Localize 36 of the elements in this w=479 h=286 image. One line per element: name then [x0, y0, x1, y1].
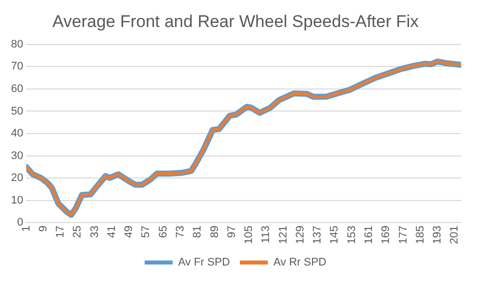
x-tick-label: 113	[260, 226, 272, 244]
x-tick-label: 81	[192, 226, 204, 238]
y-tick-label: 50	[10, 105, 24, 118]
x-tick-label: 145	[328, 226, 341, 244]
y-tick-label: 60	[10, 82, 24, 95]
x-tick-label: 49	[123, 226, 136, 238]
x-tick-label: 89	[208, 226, 221, 238]
x-tick-label: 169	[380, 226, 392, 244]
x-tick-label: 25	[72, 226, 84, 238]
x-tick-label: 177	[397, 226, 410, 244]
y-tick-label: 70	[10, 60, 24, 73]
x-tick-label: 193	[432, 226, 444, 244]
x-tick-label: 97	[226, 226, 238, 238]
x-tick-label: 17	[54, 226, 67, 238]
chart-title: Average Front and Rear Wheel Speeds-After Fix	[52, 12, 420, 31]
x-tick-label: 121	[277, 226, 290, 244]
x-tick-label: 57	[140, 226, 152, 238]
y-tick-label: 10	[10, 194, 24, 206]
x-tick-label: 185	[414, 226, 426, 244]
x-tick-label: 161	[363, 226, 376, 244]
y-tick-label: 40	[10, 128, 24, 140]
y-tick-label: 80	[10, 38, 24, 50]
x-tick-label: 153	[346, 226, 358, 244]
x-tick-label: 33	[88, 226, 101, 238]
x-tick-label: 9	[37, 226, 50, 232]
x-tick-label: 201	[448, 226, 461, 244]
legend-label: Av Fr SPD	[178, 256, 230, 269]
y-tick-label: 20	[10, 172, 24, 184]
x-tick-label: 65	[157, 226, 170, 238]
x-tick-label: 73	[174, 226, 187, 238]
y-tick-label: 30	[10, 150, 24, 162]
legend-label: Av Rr SPD	[273, 256, 326, 269]
x-tick-label: 129	[294, 226, 306, 244]
x-tick-label: 137	[312, 226, 324, 244]
x-tick-label: 105	[243, 226, 256, 244]
x-tick-label: 41	[106, 226, 118, 238]
